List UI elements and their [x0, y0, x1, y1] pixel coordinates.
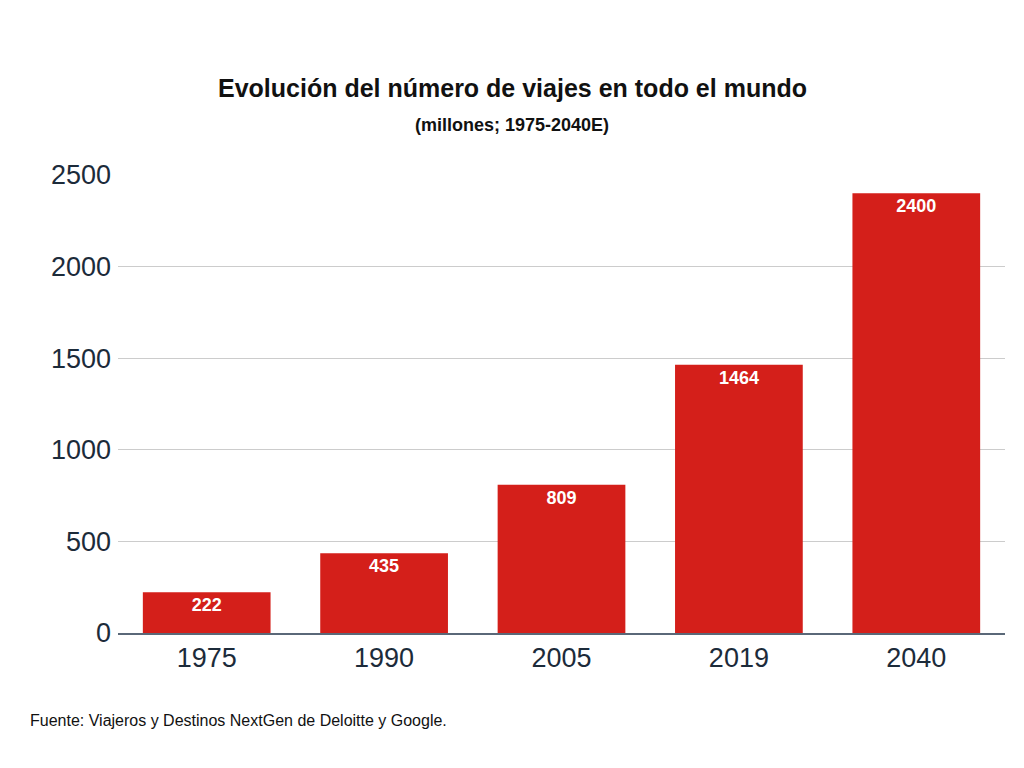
svg-text:500: 500 [66, 527, 111, 557]
svg-text:1464: 1464 [719, 368, 759, 388]
svg-text:Fuente: Viajeros y Destinos Ne: Fuente: Viajeros y Destinos NextGen de D… [30, 712, 447, 729]
svg-text:1500: 1500 [51, 344, 111, 374]
svg-text:2005: 2005 [531, 643, 591, 673]
svg-text:0: 0 [96, 618, 111, 648]
svg-text:222: 222 [192, 595, 222, 615]
svg-text:2400: 2400 [896, 196, 936, 216]
svg-text:2019: 2019 [709, 643, 769, 673]
svg-text:1000: 1000 [51, 435, 111, 465]
svg-text:1975: 1975 [177, 643, 237, 673]
svg-text:2000: 2000 [51, 252, 111, 282]
svg-text:Evolución del número de viajes: Evolución del número de viajes en todo e… [218, 74, 807, 102]
svg-text:(millones; 1975-2040E): (millones; 1975-2040E) [415, 115, 609, 135]
svg-text:2500: 2500 [51, 160, 111, 190]
svg-text:2040: 2040 [886, 643, 946, 673]
svg-text:809: 809 [546, 488, 576, 508]
svg-text:1990: 1990 [354, 643, 414, 673]
svg-text:435: 435 [369, 556, 399, 576]
